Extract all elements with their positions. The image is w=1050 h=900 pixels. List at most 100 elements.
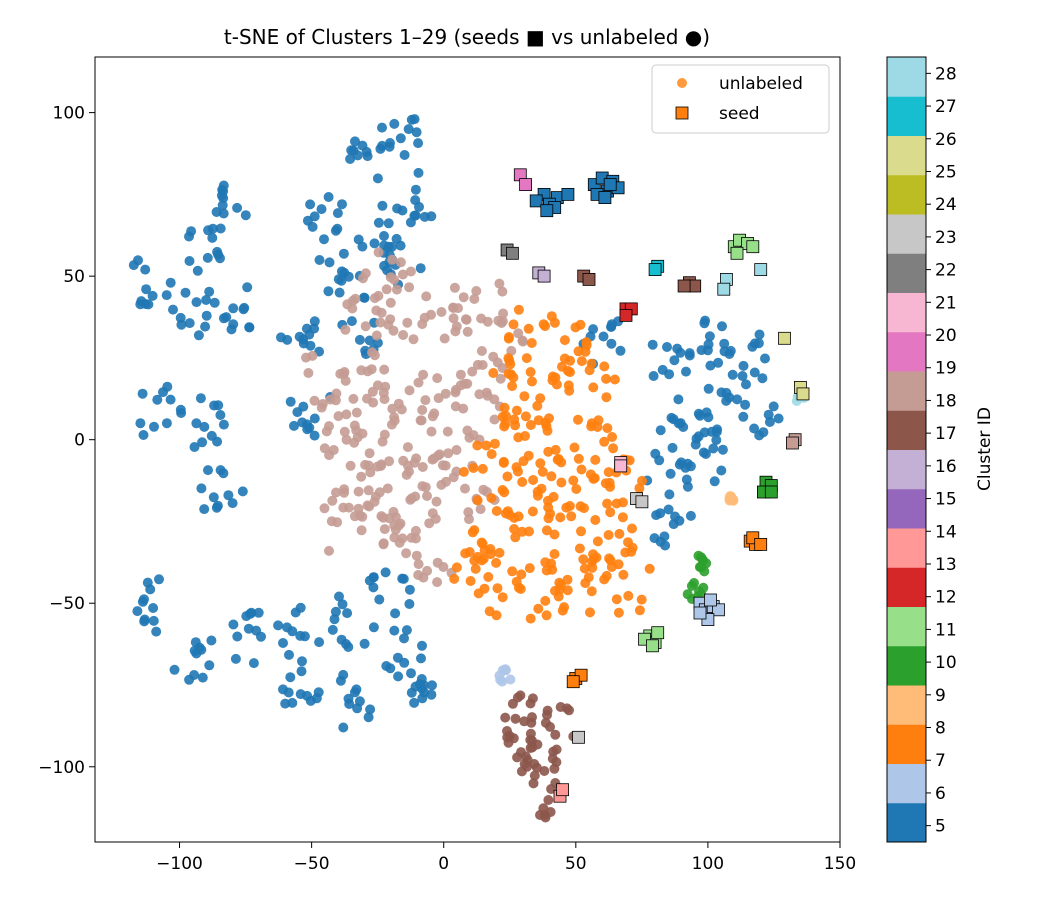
seed-point <box>717 282 731 296</box>
unlabeled-point <box>237 486 248 497</box>
unlabeled-point <box>370 491 381 502</box>
unlabeled-point <box>364 448 375 459</box>
unlabeled-point <box>685 510 696 521</box>
unlabeled-point <box>384 456 395 467</box>
unlabeled-point <box>451 321 462 332</box>
unlabeled-point <box>602 498 613 509</box>
unlabeled-point <box>165 394 176 405</box>
unlabeled-point <box>517 336 528 347</box>
unlabeled-point <box>353 503 364 514</box>
unlabeled-point <box>760 353 770 364</box>
unlabeled-point <box>576 526 586 537</box>
unlabeled-point <box>508 319 519 330</box>
unlabeled-point <box>169 664 180 675</box>
unlabeled-point <box>763 409 774 420</box>
unlabeled-point <box>363 460 374 471</box>
unlabeled-point <box>218 180 229 191</box>
unlabeled-point <box>409 114 420 125</box>
unlabeled-point <box>422 491 432 501</box>
unlabeled-point <box>239 302 250 313</box>
unlabeled-point <box>537 466 548 477</box>
unlabeled-point <box>309 413 320 424</box>
unlabeled-point <box>717 321 727 332</box>
unlabeled-point <box>390 524 401 535</box>
seed-point <box>704 593 717 607</box>
unlabeled-point <box>357 140 368 151</box>
unlabeled-point <box>398 455 409 466</box>
colorbar-segment <box>887 135 926 176</box>
unlabeled-point <box>503 368 514 379</box>
unlabeled-point <box>380 567 391 578</box>
colorbar-segment <box>887 763 926 804</box>
unlabeled-point <box>409 457 420 468</box>
unlabeled-point <box>501 665 511 676</box>
unlabeled-point <box>426 426 437 437</box>
seed-point <box>754 538 768 551</box>
unlabeled-point <box>128 260 139 271</box>
unlabeled-point <box>295 630 306 641</box>
unlabeled-point <box>449 282 460 293</box>
unlabeled-point <box>555 702 566 712</box>
unlabeled-point <box>471 286 482 296</box>
unlabeled-point <box>740 399 751 410</box>
colorbar-tick-label: 28 <box>935 64 957 84</box>
unlabeled-point <box>339 426 350 437</box>
unlabeled-point <box>557 361 567 372</box>
unlabeled-point <box>439 333 450 344</box>
unlabeled-point <box>441 476 452 487</box>
unlabeled-point <box>324 257 335 268</box>
unlabeled-point <box>344 699 355 709</box>
unlabeled-point <box>528 475 539 485</box>
unlabeled-point <box>413 377 424 388</box>
seed-point <box>566 675 580 689</box>
unlabeled-point <box>500 712 511 723</box>
unlabeled-point <box>563 380 574 391</box>
y-axis: −100 −50 0 50 100 <box>38 104 95 778</box>
legend: unlabeled seed <box>651 64 830 134</box>
unlabeled-point <box>402 317 413 328</box>
unlabeled-point <box>152 394 163 405</box>
unlabeled-point <box>685 461 696 472</box>
unlabeled-point <box>513 466 523 477</box>
unlabeled-point <box>717 444 728 455</box>
unlabeled-point <box>547 371 558 382</box>
unlabeled-point <box>754 329 765 340</box>
colorbar-tick-label: 8 <box>935 719 946 739</box>
unlabeled-point <box>494 547 505 558</box>
unlabeled-point <box>154 574 164 585</box>
unlabeled-point <box>230 653 241 664</box>
unlabeled-point <box>637 475 647 486</box>
unlabeled-point <box>469 555 480 566</box>
unlabeled-point <box>314 255 325 265</box>
colorbar-segment <box>887 606 926 647</box>
unlabeled-point <box>455 369 466 380</box>
unlabeled-point <box>295 602 306 613</box>
seed-point <box>746 240 760 254</box>
unlabeled-point <box>184 231 194 242</box>
unlabeled-point <box>209 400 220 411</box>
unlabeled-point <box>398 330 409 340</box>
unlabeled-point <box>495 373 506 384</box>
unlabeled-point <box>431 496 442 507</box>
unlabeled-point <box>617 512 628 523</box>
unlabeled-point <box>427 454 438 465</box>
unlabeled-point <box>535 393 546 404</box>
unlabeled-point <box>608 443 619 454</box>
unlabeled-point <box>599 436 610 447</box>
unlabeled-point <box>348 393 359 404</box>
unlabeled-point <box>513 511 524 522</box>
unlabeled-point <box>613 607 624 618</box>
unlabeled-point <box>161 290 172 301</box>
unlabeled-point <box>393 671 404 682</box>
unlabeled-point <box>323 192 334 202</box>
unlabeled-point <box>561 502 572 513</box>
unlabeled-point <box>282 334 293 345</box>
unlabeled-point <box>359 292 369 303</box>
unlabeled-point <box>573 453 584 464</box>
unlabeled-point <box>541 525 552 536</box>
unlabeled-point <box>374 594 385 605</box>
unlabeled-point <box>145 584 156 595</box>
unlabeled-point <box>540 321 551 332</box>
unlabeled-point <box>417 462 428 472</box>
unlabeled-point <box>556 477 567 488</box>
